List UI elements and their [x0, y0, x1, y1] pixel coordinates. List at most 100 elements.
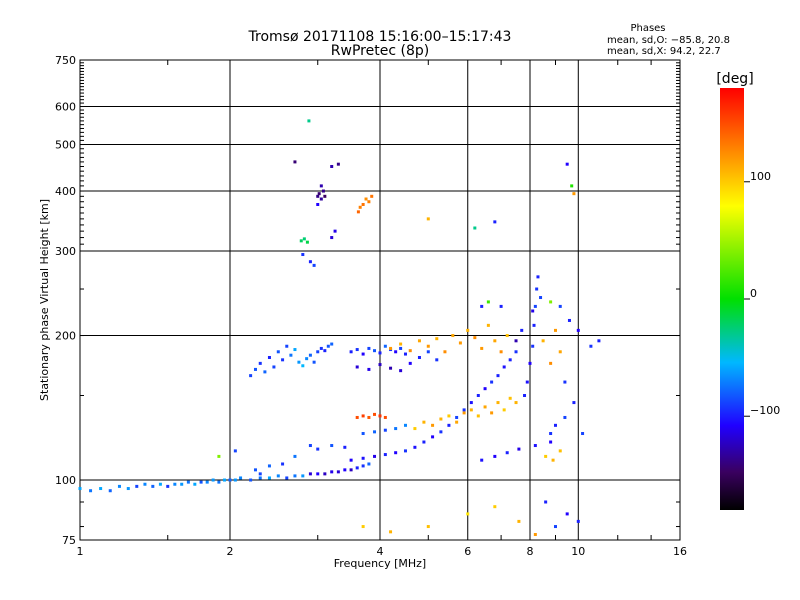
data-point: [473, 336, 477, 340]
data-point: [544, 500, 548, 504]
y-tick-label: 400: [55, 185, 76, 198]
data-point: [422, 440, 426, 444]
data-point: [483, 387, 487, 391]
data-point: [361, 525, 365, 529]
data-point: [349, 468, 353, 472]
data-point: [549, 361, 553, 365]
data-point: [217, 480, 221, 484]
data-point: [523, 394, 527, 398]
data-point: [361, 432, 365, 436]
data-point: [349, 458, 353, 462]
data-point: [336, 470, 340, 474]
data-point: [499, 350, 503, 354]
data-point: [439, 430, 443, 434]
data-point: [490, 411, 494, 415]
data-point: [333, 229, 337, 233]
data-point: [373, 454, 377, 458]
data-point: [307, 119, 311, 123]
data-point: [258, 476, 262, 480]
data-point: [370, 194, 374, 198]
data-point: [394, 427, 398, 431]
data-point: [316, 472, 320, 476]
data-point: [539, 296, 543, 300]
data-point: [403, 423, 407, 427]
data-point: [399, 342, 403, 346]
data-point: [323, 472, 327, 476]
data-point: [233, 478, 237, 482]
data-point: [126, 487, 130, 491]
data-point: [458, 341, 462, 345]
data-point: [567, 318, 571, 322]
data-point: [493, 220, 497, 224]
y-tick-label: 500: [55, 139, 76, 152]
data-point: [389, 346, 393, 350]
data-point: [253, 468, 257, 472]
data-point: [565, 162, 569, 166]
x-tick-label: 16: [673, 545, 687, 558]
data-point: [316, 194, 320, 198]
data-point: [355, 348, 359, 352]
y-axis-label: Stationary phase Virtual Height [km]: [38, 199, 51, 401]
data-point: [483, 405, 487, 409]
x-axis-label: Frequency [MHz]: [334, 557, 426, 570]
data-point: [343, 468, 347, 472]
data-point: [301, 364, 305, 368]
data-point: [267, 476, 271, 480]
data-point: [367, 346, 371, 350]
data-point: [597, 339, 601, 343]
data-point: [528, 361, 532, 365]
data-point: [389, 366, 393, 370]
data-point: [361, 464, 365, 468]
data-point: [394, 350, 398, 354]
data-point: [426, 350, 430, 354]
data-point: [143, 482, 147, 486]
data-point: [455, 415, 459, 419]
data-point: [383, 415, 387, 419]
data-point: [469, 408, 473, 412]
data-point: [389, 530, 393, 534]
x-tick-label: 10: [571, 545, 585, 558]
data-point: [565, 512, 569, 516]
data-point: [551, 458, 555, 462]
data-point: [308, 444, 312, 448]
data-point: [151, 484, 155, 488]
data-point: [305, 240, 309, 244]
data-point: [330, 470, 334, 474]
data-point: [317, 192, 321, 196]
data-point: [383, 428, 387, 432]
data-point: [486, 300, 490, 304]
data-point: [549, 432, 553, 436]
data-point: [532, 323, 536, 327]
data-point: [508, 396, 512, 400]
data-point: [358, 205, 362, 209]
data-point: [364, 197, 368, 201]
data-point: [469, 401, 473, 405]
data-point: [558, 304, 562, 308]
data-point: [383, 344, 387, 348]
data-point: [399, 346, 403, 350]
data-point: [517, 447, 521, 451]
data-point: [186, 480, 190, 484]
data-point: [276, 474, 280, 478]
data-point: [193, 482, 197, 486]
data-point: [520, 328, 524, 332]
data-point: [447, 414, 451, 418]
data-point: [349, 350, 353, 354]
data-point: [356, 210, 360, 214]
data-point: [293, 454, 297, 458]
data-point: [253, 367, 257, 371]
data-point: [417, 355, 421, 359]
data-point: [378, 414, 382, 418]
data-point: [281, 462, 285, 466]
data-point: [589, 344, 593, 348]
data-point: [435, 358, 439, 362]
data-point: [417, 339, 421, 343]
data-point: [272, 365, 276, 369]
data-point: [258, 361, 262, 365]
data-point: [476, 394, 480, 398]
stats-heading: Phases: [630, 23, 665, 34]
data-point: [361, 414, 365, 418]
data-point: [572, 401, 576, 405]
grid-lines: [80, 60, 680, 540]
data-point: [308, 472, 312, 476]
